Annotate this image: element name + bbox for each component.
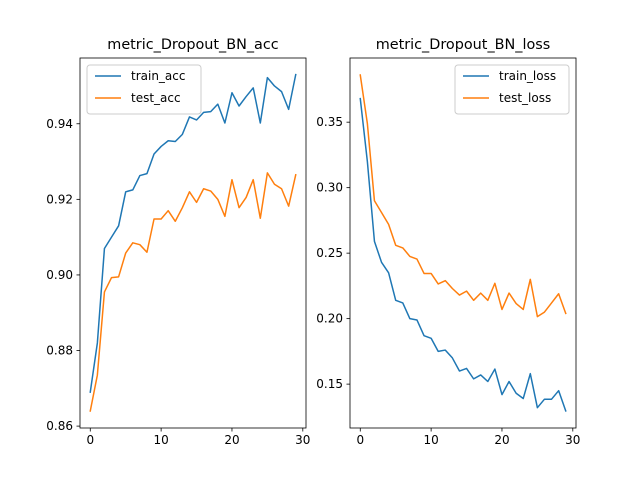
loss-legend-box	[454, 64, 570, 115]
loss-legend: train_loss test_loss	[454, 64, 570, 115]
accuracy-legend-box	[86, 64, 202, 115]
loss-y-tick-label: 0.20	[316, 312, 343, 326]
loss-y-tick-label: 0.15	[316, 377, 343, 391]
accuracy-axes-frame	[79, 57, 307, 429]
accuracy-y-tick-label: 0.90	[46, 268, 73, 282]
loss-y-tick-label: 0.30	[316, 181, 343, 195]
series-line-test-acc	[89, 172, 297, 412]
accuracy-subplot: metric_Dropout_BN_acc 0 10 20 30 0.86 0.88 0.9…	[46, 37, 310, 447]
accuracy-x-tick-label: 0	[86, 433, 94, 447]
loss-x-tick-label: 20	[494, 433, 509, 447]
loss-axes-frame	[349, 57, 577, 429]
accuracy-y-tick-label: 0.88	[46, 344, 73, 358]
accuracy-ticks-layer: 0 10 20 30 0.86 0.88 0.90 0.92 0.94	[46, 117, 310, 447]
legend-label-test-loss: test_loss	[499, 91, 551, 105]
accuracy-y-tick-label: 0.92	[46, 192, 73, 206]
loss-x-tick-label: 0	[356, 433, 364, 447]
loss-x-tick-label: 10	[423, 433, 438, 447]
loss-chart-title: metric_Dropout_BN_loss	[376, 37, 551, 53]
legend-label-train-loss: train_loss	[499, 69, 556, 83]
accuracy-x-tick-label: 20	[224, 433, 239, 447]
series-line-test-loss	[359, 74, 567, 318]
accuracy-y-tick-label: 0.86	[46, 419, 73, 433]
loss-series-layer	[359, 74, 567, 412]
loss-x-tick-label: 30	[565, 433, 580, 447]
accuracy-legend: train_acc test_acc	[86, 64, 202, 115]
series-line-train-acc	[89, 73, 297, 393]
series-line-train-loss	[359, 97, 567, 412]
accuracy-chart-title: metric_Dropout_BN_acc	[107, 37, 278, 53]
legend-label-test-acc: test_acc	[131, 91, 181, 105]
accuracy-y-tick-label: 0.94	[46, 117, 73, 131]
loss-subplot: metric_Dropout_BN_loss 0 10 20 30 0.15 0.20 0.…	[316, 37, 580, 447]
loss-y-tick-label: 0.35	[316, 115, 343, 129]
loss-y-tick-label: 0.25	[316, 246, 343, 260]
accuracy-x-tick-label: 10	[153, 433, 168, 447]
accuracy-x-tick-label: 30	[295, 433, 310, 447]
legend-label-train-acc: train_acc	[131, 69, 185, 83]
loss-ticks-layer: 0 10 20 30 0.15 0.20 0.25 0.30 0.35	[316, 115, 580, 447]
accuracy-series-layer	[89, 73, 297, 412]
